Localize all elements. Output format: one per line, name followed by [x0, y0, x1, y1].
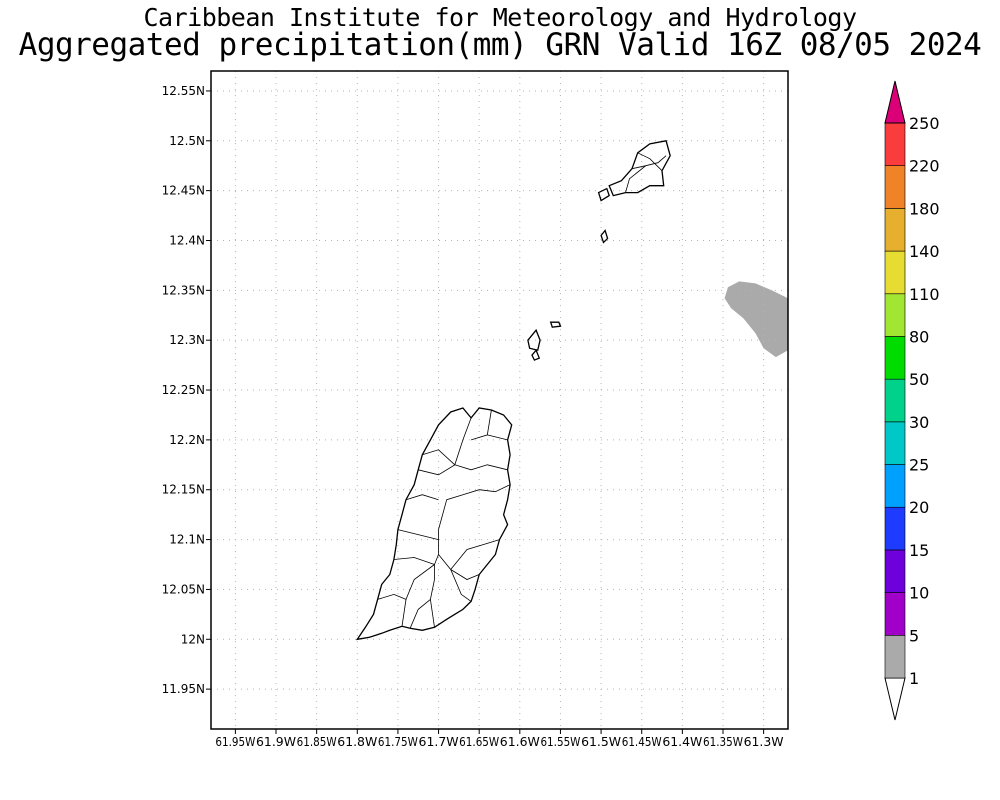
- colorbar-box: [884, 336, 906, 380]
- parish-boundary: [401, 564, 435, 627]
- lat-tick-label: 12.05N: [162, 582, 205, 596]
- parish-boundary: [429, 564, 435, 628]
- island-coastline: [531, 348, 541, 361]
- colorbar-label: 250: [909, 114, 940, 133]
- colorbar-label: 1: [909, 669, 919, 688]
- colorbar-label: 30: [909, 413, 929, 432]
- lon-tick-label: 61.7W: [419, 735, 459, 749]
- lon-tick-label: 61.9W: [256, 735, 296, 749]
- colorbar-box: [884, 165, 906, 209]
- colorbar-box: [884, 122, 906, 166]
- lat-tick-label: 12.45N: [162, 184, 205, 198]
- colorbar-low-triangle: [884, 677, 906, 721]
- colorbar-label: 20: [909, 498, 929, 517]
- lat-tick-label: 12.3N: [169, 333, 205, 347]
- lat-tick-label: 12.4N: [169, 233, 205, 247]
- colorbar-box: [884, 506, 906, 551]
- lon-tick-label: 61.95W: [215, 735, 255, 749]
- colorbar-high-triangle: [884, 80, 906, 124]
- lon-tick-label: 61.65W: [459, 735, 499, 749]
- colorbar-label: 110: [909, 285, 940, 304]
- colorbar-box: [884, 421, 906, 465]
- parish-boundary: [438, 484, 511, 602]
- precip-area: [724, 281, 788, 358]
- colorbar-box: [884, 464, 906, 508]
- parish-boundary: [418, 417, 472, 476]
- grenada-coastline: [355, 407, 513, 641]
- island-boundary: [637, 152, 663, 171]
- colorbar-label: 180: [909, 199, 940, 218]
- colorbar-box: [884, 293, 906, 337]
- lat-tick-label: 12.1N: [169, 533, 205, 547]
- lon-tick-label: 61.35W: [703, 735, 743, 749]
- island-coastline: [549, 321, 562, 328]
- lon-tick-label: 61.8W: [337, 735, 377, 749]
- lat-tick-label: 12.25N: [162, 383, 205, 397]
- lon-tick-label: 61.55W: [540, 735, 580, 749]
- parish-boundary: [393, 554, 439, 566]
- parish-boundary: [405, 494, 439, 501]
- colorbar-label: 15: [909, 541, 929, 560]
- colorbar-label: 25: [909, 456, 929, 475]
- lat-tick-label: 12.35N: [162, 283, 205, 297]
- island-boundary: [631, 155, 667, 170]
- lon-tick-label: 61.45W: [622, 735, 662, 749]
- parish-boundary: [450, 539, 500, 570]
- colorbar-label: 80: [909, 327, 929, 346]
- colorbar-box: [884, 250, 906, 295]
- lon-tick-label: 61.85W: [297, 735, 337, 749]
- lon-tick-label: 61.3W: [744, 735, 784, 749]
- colorbar-box: [884, 549, 906, 593]
- colorbar-label: 50: [909, 370, 929, 389]
- title-institute: Caribbean Institute for Meteorology and …: [143, 3, 857, 32]
- lat-tick-label: 12.15N: [162, 483, 205, 497]
- island-coastline: [527, 328, 541, 351]
- parish-boundary: [487, 434, 508, 441]
- colorbar-box: [884, 592, 906, 636]
- island-boundary: [625, 165, 647, 193]
- colorbar-label: 140: [909, 242, 940, 261]
- plot-frame: [210, 70, 789, 730]
- colorbar-label: 220: [909, 157, 940, 176]
- colorbar-box: [884, 208, 906, 252]
- colorbar-box: [884, 378, 906, 423]
- parish-boundary: [409, 599, 431, 629]
- lat-tick-label: 12N: [181, 632, 205, 646]
- lon-tick-label: 61.5W: [581, 735, 621, 749]
- island-coastline: [608, 140, 671, 197]
- parish-boundary: [377, 593, 407, 600]
- colorbar-box: [884, 635, 906, 679]
- lat-tick-label: 12.5N: [169, 134, 205, 148]
- parish-boundary: [397, 529, 439, 540]
- lat-tick-label: 12.2N: [169, 433, 205, 447]
- colorbar-label: 5: [909, 626, 919, 645]
- map-plot: 12.55N 12.5N 12.45N 12.4N 12.35N 12.3N 12.25N 1…: [162, 70, 789, 749]
- lon-tick-label: 61.75W: [378, 735, 418, 749]
- parish-boundary: [450, 569, 480, 580]
- lat-tick-label: 12.55N: [162, 84, 205, 98]
- lat-tick-label: 11.95N: [162, 682, 205, 696]
- lon-tick-label: 61.4W: [662, 735, 702, 749]
- island-coastline: [597, 187, 610, 202]
- lon-tick-label: 61.6W: [500, 735, 540, 749]
- colorbar-label: 10: [909, 584, 929, 603]
- title-product: Aggregated precipitation(mm) GRN Valid 1…: [18, 27, 982, 63]
- island-coastline: [600, 229, 609, 244]
- parish-boundary: [422, 449, 456, 466]
- parish-boundary: [454, 464, 508, 471]
